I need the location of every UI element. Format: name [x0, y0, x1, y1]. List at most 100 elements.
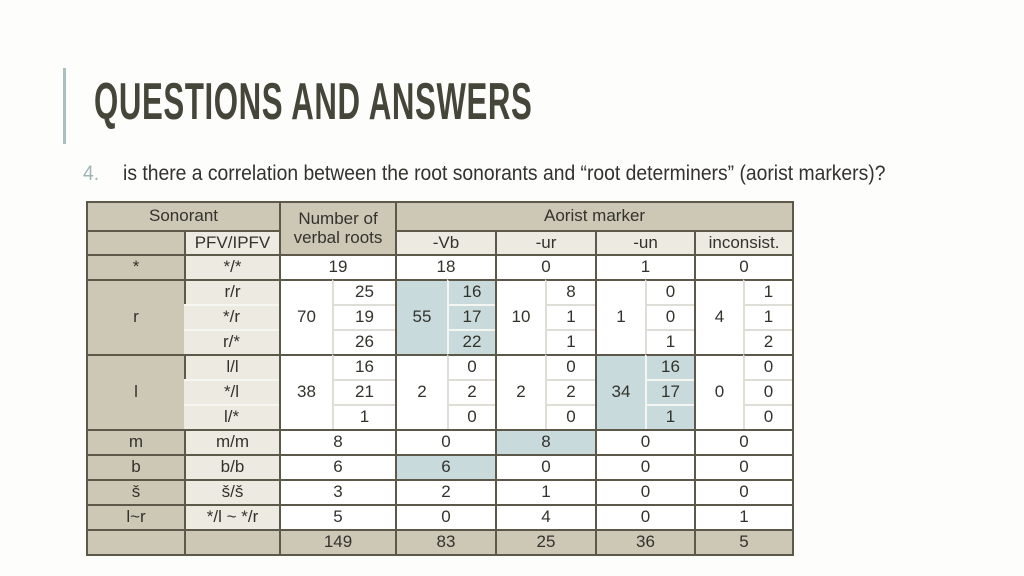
- cell-b-inconsist: 0: [694, 454, 793, 479]
- cell-r-vb-total: 55: [395, 279, 447, 354]
- cell-l-pfv-3: l/*: [184, 404, 279, 429]
- cell-m-sonorant: m: [88, 429, 184, 454]
- cell-b-number: 6: [279, 454, 395, 479]
- row-sh: š š/š 3 2 1 0 0: [88, 479, 793, 504]
- cell-l-un-1: 16: [645, 354, 694, 379]
- cell-l-number-1: 16: [332, 354, 395, 379]
- header-row-2: PFV/IPFV -Vb -ur -un inconsist.: [88, 230, 793, 254]
- cell-r-pfv-3: r/*: [184, 329, 279, 354]
- cell-star-sonorant: *: [88, 254, 184, 279]
- cell-b-sonorant: b: [88, 454, 184, 479]
- cell-l-un-total: 34: [595, 354, 645, 429]
- cell-total-inconsist: 5: [694, 529, 793, 554]
- cell-r-ur-3: 1: [545, 329, 595, 354]
- cell-l-ur-total: 2: [495, 354, 545, 429]
- cell-l-inconsist-total: 0: [694, 354, 743, 429]
- header-ur: -ur: [495, 230, 595, 254]
- cell-star-inconsist: 0: [694, 254, 793, 279]
- cell-lr-number: 5: [279, 504, 395, 529]
- question-line: 4. is there a correlation between the ro…: [83, 162, 885, 186]
- cell-r-ur-total: 10: [495, 279, 545, 354]
- question-number: 4.: [83, 162, 100, 185]
- cell-l-vb-total: 2: [395, 354, 447, 429]
- cell-sh-pfv: š/š: [184, 479, 279, 504]
- header-inconsist: inconsist.: [694, 230, 793, 254]
- cell-l-vb-1: 0: [447, 354, 495, 379]
- cell-r-un-total: 1: [595, 279, 645, 354]
- row-m: m m/m 8 0 8 0 0: [88, 429, 793, 454]
- cell-m-un: 0: [595, 429, 694, 454]
- title-accent-line: [63, 68, 66, 144]
- cell-lr-sonorant: l~r: [88, 504, 184, 529]
- cell-l-inconsist-3: 0: [743, 404, 793, 429]
- cell-l-un-3: 1: [645, 404, 694, 429]
- header-row-1: Sonorant Number of verbal roots Aorist m…: [88, 203, 793, 254]
- cell-l-vb-3: 0: [447, 404, 495, 429]
- row-l-2: */l 21 2 2 17 0: [88, 379, 793, 404]
- cell-m-inconsist: 0: [694, 429, 793, 454]
- cell-l-pfv-1: l/l: [184, 354, 279, 379]
- cell-star-ur: 0: [495, 254, 595, 279]
- cell-r-pfv-1: r/r: [184, 279, 279, 304]
- cell-l-ur-3: 0: [545, 404, 595, 429]
- cell-r-pfv-2: */r: [184, 304, 279, 329]
- cell-sh-inconsist: 0: [694, 479, 793, 504]
- cell-r-un-1: 0: [645, 279, 694, 304]
- cell-r-inconsist-2: 1: [743, 304, 793, 329]
- cell-l-un-2: 17: [645, 379, 694, 404]
- cell-l-pfv-2: */l: [184, 379, 279, 404]
- cell-sh-un: 0: [595, 479, 694, 504]
- row-r-1: r r/r 70 25 55 16 10 8 1 0 4 1: [88, 279, 793, 354]
- cell-r-sonorant: r: [88, 279, 184, 354]
- cell-sh-number: 3: [279, 479, 395, 504]
- cell-sh-sonorant: š: [88, 479, 184, 504]
- header-vb: -Vb: [395, 230, 495, 254]
- cell-r-number-total: 70: [279, 279, 332, 354]
- row-lr: l~r */l ~ */r 5 0 4 0 1: [88, 504, 793, 529]
- cell-m-pfv: m/m: [184, 429, 279, 454]
- cell-m-number: 8: [279, 429, 395, 454]
- cell-l-sonorant: l: [88, 354, 184, 429]
- cell-l-inconsist-1: 0: [743, 354, 793, 379]
- cell-total-un: 36: [595, 529, 694, 554]
- cell-r-vb-3: 22: [447, 329, 495, 354]
- cell-lr-pfv: */l ~ */r: [184, 504, 279, 529]
- header-aorist-marker: Aorist marker: [395, 203, 793, 230]
- row-r-3: r/* 26 22 1 1 2: [88, 329, 793, 354]
- cell-sh-ur: 1: [495, 479, 595, 504]
- row-l-3: l/* 1 0 0 1 0: [88, 404, 793, 429]
- row-star: * */* 19 18 0 1 0: [88, 254, 793, 279]
- cell-total-ur: 25: [495, 529, 595, 554]
- cell-r-number-1: 25: [332, 279, 395, 304]
- row-l-1: l l/l 38 16 2 0 2 0 34 16 0 0: [88, 354, 793, 429]
- cell-l-number-total: 38: [279, 354, 332, 429]
- cell-l-inconsist-2: 0: [743, 379, 793, 404]
- cell-lr-vb: 0: [395, 504, 495, 529]
- header-sonorant: Sonorant: [88, 203, 279, 230]
- cell-lr-un: 0: [595, 504, 694, 529]
- cell-total-vb: 83: [395, 529, 495, 554]
- cell-b-un: 0: [595, 454, 694, 479]
- cell-b-ur: 0: [495, 454, 595, 479]
- cell-r-ur-1: 8: [545, 279, 595, 304]
- cell-r-vb-1: 16: [447, 279, 495, 304]
- cell-l-vb-2: 2: [447, 379, 495, 404]
- cell-b-vb: 6: [395, 454, 495, 479]
- cell-sh-vb: 2: [395, 479, 495, 504]
- cell-r-ur-2: 1: [545, 304, 595, 329]
- cell-r-number-2: 19: [332, 304, 395, 329]
- row-b: b b/b 6 6 0 0 0: [88, 454, 793, 479]
- cell-l-ur-2: 2: [545, 379, 595, 404]
- cell-m-vb: 0: [395, 429, 495, 454]
- cell-total-number: 149: [279, 529, 395, 554]
- cell-b-pfv: b/b: [184, 454, 279, 479]
- cell-r-number-3: 26: [332, 329, 395, 354]
- cell-l-number-2: 21: [332, 379, 395, 404]
- cell-star-un: 1: [595, 254, 694, 279]
- row-total: 149 83 25 36 5: [88, 529, 793, 554]
- cell-l-number-3: 1: [332, 404, 395, 429]
- header-number-of-verbal-roots: Number of verbal roots: [279, 203, 395, 254]
- row-r-2: */r 19 17 1 0 1: [88, 304, 793, 329]
- cell-r-inconsist-total: 4: [694, 279, 743, 354]
